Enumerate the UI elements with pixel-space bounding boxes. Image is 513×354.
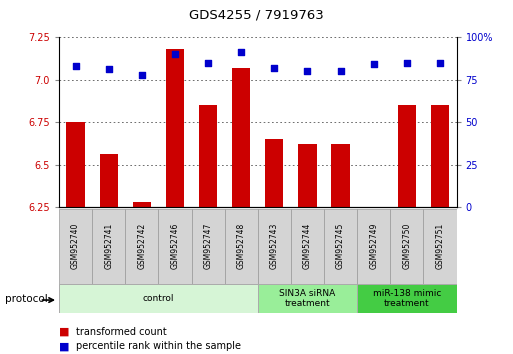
Text: transformed count: transformed count bbox=[76, 327, 167, 337]
Bar bbox=[299, 144, 317, 207]
Text: GSM952750: GSM952750 bbox=[402, 222, 411, 269]
Point bbox=[337, 68, 345, 74]
Bar bbox=[398, 105, 416, 207]
Point bbox=[270, 65, 279, 70]
Text: ■: ■ bbox=[59, 341, 69, 351]
Point bbox=[370, 62, 378, 67]
FancyBboxPatch shape bbox=[92, 209, 125, 285]
Point bbox=[171, 51, 179, 57]
Point bbox=[237, 50, 245, 55]
Point bbox=[303, 68, 311, 74]
Text: SIN3A siRNA
treatment: SIN3A siRNA treatment bbox=[280, 289, 336, 308]
FancyBboxPatch shape bbox=[324, 209, 357, 285]
Text: GSM952743: GSM952743 bbox=[270, 222, 279, 269]
Point bbox=[137, 72, 146, 78]
Bar bbox=[431, 105, 449, 207]
FancyBboxPatch shape bbox=[225, 209, 258, 285]
Text: miR-138 mimic
treatment: miR-138 mimic treatment bbox=[372, 289, 441, 308]
FancyBboxPatch shape bbox=[423, 209, 457, 285]
Point bbox=[71, 63, 80, 69]
FancyBboxPatch shape bbox=[191, 209, 225, 285]
Point bbox=[436, 60, 444, 65]
Text: GDS4255 / 7919763: GDS4255 / 7919763 bbox=[189, 9, 324, 22]
Bar bbox=[331, 144, 350, 207]
Point bbox=[403, 60, 411, 65]
Point bbox=[204, 60, 212, 65]
Bar bbox=[100, 154, 118, 207]
FancyBboxPatch shape bbox=[258, 284, 357, 313]
Text: GSM952748: GSM952748 bbox=[236, 222, 246, 269]
Bar bbox=[133, 202, 151, 207]
FancyBboxPatch shape bbox=[390, 209, 423, 285]
Text: GSM952740: GSM952740 bbox=[71, 222, 80, 269]
Point bbox=[105, 67, 113, 72]
Text: GSM952741: GSM952741 bbox=[104, 222, 113, 269]
FancyBboxPatch shape bbox=[357, 209, 390, 285]
FancyBboxPatch shape bbox=[357, 284, 457, 313]
Text: ■: ■ bbox=[59, 327, 69, 337]
Bar bbox=[199, 105, 217, 207]
FancyBboxPatch shape bbox=[59, 284, 258, 313]
FancyBboxPatch shape bbox=[291, 209, 324, 285]
Bar bbox=[265, 139, 284, 207]
Bar bbox=[166, 49, 184, 207]
FancyBboxPatch shape bbox=[59, 209, 92, 285]
Bar bbox=[67, 122, 85, 207]
FancyBboxPatch shape bbox=[159, 209, 191, 285]
Text: GSM952744: GSM952744 bbox=[303, 222, 312, 269]
Bar bbox=[232, 68, 250, 207]
FancyBboxPatch shape bbox=[258, 209, 291, 285]
Text: percentile rank within the sample: percentile rank within the sample bbox=[76, 341, 241, 351]
Text: protocol: protocol bbox=[5, 294, 48, 304]
Text: GSM952751: GSM952751 bbox=[436, 222, 444, 269]
Text: control: control bbox=[143, 294, 174, 303]
Text: GSM952749: GSM952749 bbox=[369, 222, 378, 269]
Text: GSM952745: GSM952745 bbox=[336, 222, 345, 269]
Text: GSM952747: GSM952747 bbox=[204, 222, 212, 269]
FancyBboxPatch shape bbox=[125, 209, 159, 285]
Text: GSM952742: GSM952742 bbox=[137, 222, 146, 269]
Text: GSM952746: GSM952746 bbox=[170, 222, 180, 269]
